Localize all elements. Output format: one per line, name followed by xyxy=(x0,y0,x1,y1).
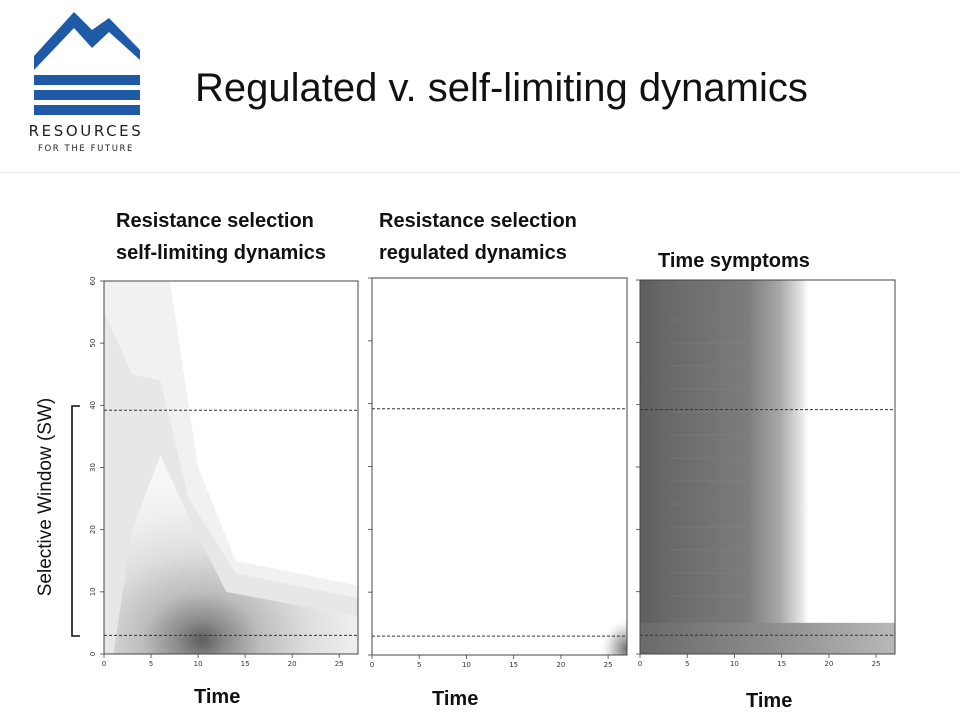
y-tick-label: 50 xyxy=(89,339,97,348)
x-tick-label: 15 xyxy=(509,661,518,669)
x-tick-label: 0 xyxy=(102,660,106,668)
x-tick-label: 25 xyxy=(335,660,344,668)
panel-1-xlabel: Time xyxy=(194,686,241,708)
panel-1-chart: 0 5 10 15 20 25 0 10 20 30 40 50 60 xyxy=(89,277,359,668)
x-tick-label: 25 xyxy=(604,661,613,669)
logo-mark-icon xyxy=(34,12,140,115)
y-tick-label: 30 xyxy=(89,463,97,472)
panel-3-xlabel: Time xyxy=(746,690,793,712)
plot-area xyxy=(372,278,627,655)
panel-2-xlabel: Time xyxy=(432,688,479,710)
y-tick-label: 0 xyxy=(89,652,97,656)
panel-2-caption-line-1: Resistance selection xyxy=(379,210,577,232)
y-tick-label: 10 xyxy=(89,587,97,596)
y-tick-label: 60 xyxy=(89,277,97,286)
x-tick-label: 10 xyxy=(462,661,471,669)
y-tick-label: 40 xyxy=(89,401,97,410)
panel-3-caption: Time symptoms xyxy=(658,245,810,277)
x-tick-label: 5 xyxy=(149,660,153,668)
selective-window-label: Selective Window (SW) xyxy=(35,397,56,597)
x-tick-label: 15 xyxy=(241,660,250,668)
panel-1-caption-line-2: self-limiting dynamics xyxy=(116,242,327,264)
logo-wordmark: RESOURCES xyxy=(28,122,144,140)
symptom-band xyxy=(640,622,895,654)
panel-2-caption: Resistance selection regulated dynamics xyxy=(379,205,577,269)
panel-1-caption: Resistance selection self-limiting dynam… xyxy=(116,205,326,269)
title-divider xyxy=(0,172,960,173)
panel-3-chart: 0 5 10 15 20 25 xyxy=(636,279,896,668)
x-tick-label: 10 xyxy=(730,660,739,668)
x-tick-label: 20 xyxy=(556,661,565,669)
x-tick-label: 5 xyxy=(685,660,689,668)
x-tick-label: 25 xyxy=(872,660,881,668)
panel-2-caption-line-2: regulated dynamics xyxy=(379,242,567,264)
panel-3-caption-line-1: Time symptoms xyxy=(658,250,810,272)
symptom-field xyxy=(640,280,895,654)
logo-tagline: FOR THE FUTURE xyxy=(37,144,135,154)
y-tick-label: 20 xyxy=(89,525,97,534)
x-tick-label: 20 xyxy=(824,660,833,668)
rff-logo xyxy=(34,12,140,115)
x-tick-label: 20 xyxy=(288,660,297,668)
slide-title: Regulated v. self-limiting dynamics xyxy=(195,66,808,110)
density-peak xyxy=(546,560,627,655)
x-tick-label: 15 xyxy=(777,660,786,668)
x-tick-label: 10 xyxy=(194,660,203,668)
x-tick-label: 0 xyxy=(638,660,642,668)
x-tick-label: 5 xyxy=(417,661,421,669)
density-peak xyxy=(113,455,358,654)
panel-1-caption-line-1: Resistance selection xyxy=(116,210,314,232)
panel-2-chart: 0 5 10 15 20 25 xyxy=(368,277,628,669)
x-tick-label: 0 xyxy=(370,661,374,669)
